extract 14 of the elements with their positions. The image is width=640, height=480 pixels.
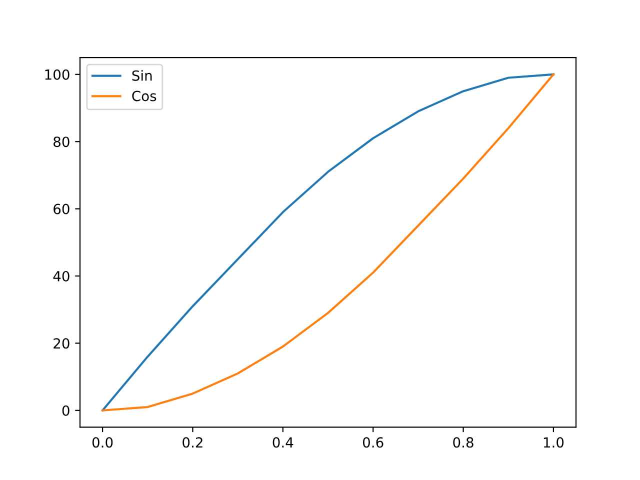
legend-label: Cos <box>132 90 156 102</box>
x-tick-label: 0.6 <box>362 437 384 448</box>
x-tick-label: 0.0 <box>92 437 113 448</box>
x-tick-label: 1.0 <box>544 437 564 448</box>
y-tick-label: 80 <box>54 136 70 148</box>
x-tick-label: 0.4 <box>272 437 294 448</box>
legend-label: Sin <box>132 70 152 81</box>
y-tick-label: 0 <box>62 405 70 416</box>
y-tick-label: 60 <box>54 204 70 214</box>
y-tick-label: 40 <box>53 270 70 282</box>
x-tick-label: 0.8 <box>453 437 474 448</box>
y-tick-label: 20 <box>54 338 70 349</box>
y-tick-label: 100 <box>45 69 70 80</box>
x-tick-label: 0.2 <box>182 437 202 448</box>
